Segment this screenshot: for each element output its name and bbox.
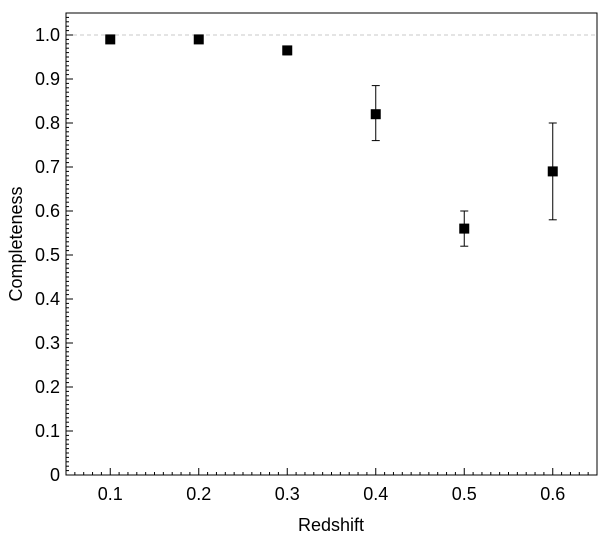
x-tick-label: 0.4: [363, 484, 388, 504]
error-bar-layer: [283, 45, 557, 247]
data-point-marker: [459, 223, 470, 234]
y-tick-label: 0.5: [35, 245, 60, 265]
x-tick-label: 0.1: [98, 484, 123, 504]
x-tick-labels: 0.1 0.2 0.3 0.4 0.5 0.6: [98, 484, 566, 504]
y-axis-label: Completeness: [6, 186, 26, 301]
plot-frame-group: [65, 12, 598, 476]
ticks-layer: [65, 12, 598, 476]
y-tick-label: 0.1: [35, 421, 60, 441]
data-point-marker: [105, 34, 116, 45]
data-point-marker: [282, 45, 293, 56]
y-tick-label: 0.7: [35, 157, 60, 177]
x-tick-label: 0.5: [452, 484, 477, 504]
y-tick-label: 0.3: [35, 333, 60, 353]
y-tick-label: 1.0: [35, 25, 60, 45]
data-point-marker: [193, 34, 204, 45]
x-axis-label: Redshift: [298, 515, 364, 535]
y-tick-label: 0: [50, 465, 60, 485]
x-tick-label: 0.6: [540, 484, 565, 504]
x-tick-label: 0.3: [275, 484, 300, 504]
y-tick-labels: 0 0.1 0.2 0.3 0.4 0.5 0.6 0.7 0.8 0.9 1.0: [35, 25, 60, 485]
plot-frame: [65, 12, 598, 476]
y-tick-label: 0.4: [35, 289, 60, 309]
y-tick-label: 0.2: [35, 377, 60, 397]
data-point-marker: [547, 166, 558, 177]
x-tick-label: 0.2: [186, 484, 211, 504]
y-tick-label: 0.6: [35, 201, 60, 221]
points-layer: [105, 34, 558, 234]
y-tick-label: 0.8: [35, 113, 60, 133]
y-tick-label: 0.9: [35, 69, 60, 89]
data-point-marker: [370, 109, 381, 120]
